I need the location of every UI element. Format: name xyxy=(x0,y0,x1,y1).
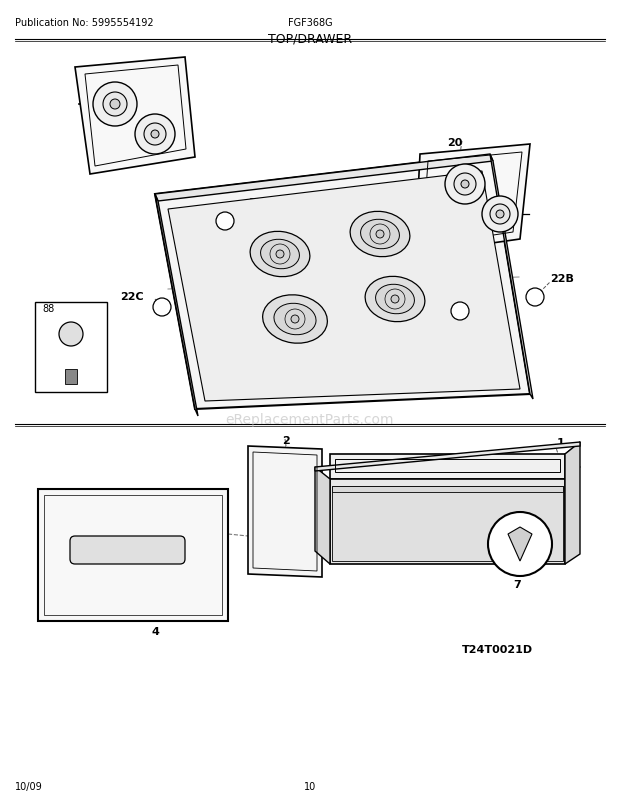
Circle shape xyxy=(376,231,384,239)
Circle shape xyxy=(144,124,166,146)
Text: 22B: 22B xyxy=(550,273,574,284)
Polygon shape xyxy=(565,443,580,565)
Text: 22C: 22C xyxy=(120,292,144,302)
Polygon shape xyxy=(332,486,563,492)
Circle shape xyxy=(488,512,552,577)
Text: 20: 20 xyxy=(112,68,128,78)
Circle shape xyxy=(291,316,299,323)
Polygon shape xyxy=(508,528,532,561)
Text: 1: 1 xyxy=(557,437,565,448)
Text: Publication No: 5995554192: Publication No: 5995554192 xyxy=(15,18,154,28)
Circle shape xyxy=(454,174,476,196)
Text: 2: 2 xyxy=(282,435,290,445)
Polygon shape xyxy=(38,489,228,622)
Circle shape xyxy=(153,298,171,317)
Text: 20: 20 xyxy=(447,138,463,148)
Circle shape xyxy=(110,100,120,110)
Circle shape xyxy=(490,205,510,225)
FancyBboxPatch shape xyxy=(70,537,185,565)
Circle shape xyxy=(135,115,175,155)
Text: 88: 88 xyxy=(42,304,55,314)
Text: 22C: 22C xyxy=(248,198,272,208)
Text: 10: 10 xyxy=(304,781,316,791)
Ellipse shape xyxy=(274,304,316,335)
Ellipse shape xyxy=(365,277,425,322)
Polygon shape xyxy=(155,195,198,416)
Polygon shape xyxy=(490,155,533,399)
Polygon shape xyxy=(155,155,530,410)
Text: TOP/DRAWER: TOP/DRAWER xyxy=(268,32,352,45)
Polygon shape xyxy=(330,480,565,565)
Circle shape xyxy=(526,289,544,306)
Ellipse shape xyxy=(376,285,414,314)
Circle shape xyxy=(445,164,485,205)
Circle shape xyxy=(216,213,234,231)
Polygon shape xyxy=(330,455,565,480)
Polygon shape xyxy=(65,370,77,384)
Polygon shape xyxy=(75,58,195,175)
Polygon shape xyxy=(155,155,493,202)
Text: eReplacementParts.com: eReplacementParts.com xyxy=(226,412,394,427)
Text: 7: 7 xyxy=(513,579,521,589)
Polygon shape xyxy=(315,443,580,472)
Circle shape xyxy=(391,296,399,304)
Circle shape xyxy=(151,131,159,139)
Ellipse shape xyxy=(263,295,327,344)
Circle shape xyxy=(496,211,504,219)
Circle shape xyxy=(451,302,469,321)
Polygon shape xyxy=(415,145,530,255)
Ellipse shape xyxy=(250,232,310,277)
FancyBboxPatch shape xyxy=(35,302,107,392)
Ellipse shape xyxy=(361,220,399,249)
Text: 16: 16 xyxy=(345,170,361,180)
Circle shape xyxy=(482,196,518,233)
Polygon shape xyxy=(315,468,330,565)
Circle shape xyxy=(276,251,284,259)
Text: 4: 4 xyxy=(151,626,159,636)
Text: T24T0021D: T24T0021D xyxy=(462,644,533,654)
Text: 10/09: 10/09 xyxy=(15,781,43,791)
Circle shape xyxy=(59,322,83,346)
Circle shape xyxy=(461,180,469,188)
Ellipse shape xyxy=(260,240,299,269)
Polygon shape xyxy=(332,486,563,561)
Ellipse shape xyxy=(350,212,410,257)
Circle shape xyxy=(103,93,127,117)
Polygon shape xyxy=(248,447,322,577)
Text: FGF368G: FGF368G xyxy=(288,18,332,28)
Circle shape xyxy=(93,83,137,127)
Text: 22A: 22A xyxy=(472,286,496,297)
Polygon shape xyxy=(168,172,520,402)
